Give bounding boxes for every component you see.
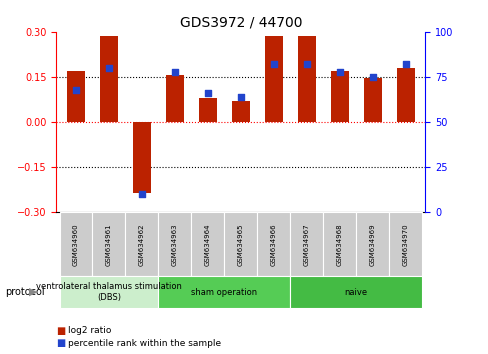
Bar: [191, 212, 224, 276]
Point: [335, 69, 343, 74]
Text: GSM634970: GSM634970: [402, 223, 408, 266]
Bar: [67, 71, 85, 122]
Bar: [363, 79, 381, 122]
Bar: [264, 36, 282, 122]
Bar: [125, 212, 158, 276]
Bar: [92, 212, 125, 276]
Bar: [290, 276, 421, 308]
Point: [72, 87, 80, 92]
Text: GSM634967: GSM634967: [303, 223, 309, 266]
Bar: [290, 212, 323, 276]
Text: percentile rank within the sample: percentile rank within the sample: [68, 339, 221, 348]
Text: GSM634969: GSM634969: [369, 223, 375, 266]
Bar: [396, 68, 414, 122]
Bar: [60, 276, 158, 308]
Text: log2 ratio: log2 ratio: [68, 326, 112, 336]
Bar: [323, 212, 355, 276]
Bar: [257, 212, 290, 276]
Text: ▶: ▶: [29, 287, 38, 297]
Point: [368, 74, 376, 80]
Point: [236, 94, 244, 100]
Point: [401, 62, 409, 67]
Text: GSM634964: GSM634964: [204, 223, 210, 266]
Point: [138, 192, 145, 197]
Text: GSM634966: GSM634966: [270, 223, 276, 266]
Point: [171, 69, 179, 74]
Title: GDS3972 / 44700: GDS3972 / 44700: [179, 15, 302, 29]
Bar: [330, 71, 348, 122]
Bar: [158, 276, 290, 308]
Bar: [199, 98, 217, 122]
Text: GSM634965: GSM634965: [237, 223, 244, 266]
Bar: [355, 212, 388, 276]
Text: protocol: protocol: [5, 287, 44, 297]
Point: [203, 90, 211, 96]
Text: naive: naive: [344, 287, 367, 297]
Bar: [133, 122, 151, 193]
Point: [269, 62, 277, 67]
Text: ventrolateral thalamus stimulation
(DBS): ventrolateral thalamus stimulation (DBS): [36, 282, 182, 302]
Text: GSM634963: GSM634963: [172, 223, 178, 266]
Bar: [100, 36, 118, 122]
Bar: [388, 212, 421, 276]
Bar: [60, 212, 92, 276]
Bar: [224, 212, 257, 276]
Text: GSM634968: GSM634968: [336, 223, 342, 266]
Text: ■: ■: [56, 326, 65, 336]
Point: [105, 65, 113, 71]
Text: sham operation: sham operation: [191, 287, 257, 297]
Point: [302, 62, 310, 67]
Text: ■: ■: [56, 338, 65, 348]
Bar: [158, 212, 191, 276]
Text: GSM634961: GSM634961: [106, 223, 112, 266]
Bar: [165, 75, 183, 122]
Text: GSM634960: GSM634960: [73, 223, 79, 266]
Bar: [231, 101, 249, 122]
Bar: [297, 36, 315, 122]
Text: GSM634962: GSM634962: [139, 223, 144, 266]
